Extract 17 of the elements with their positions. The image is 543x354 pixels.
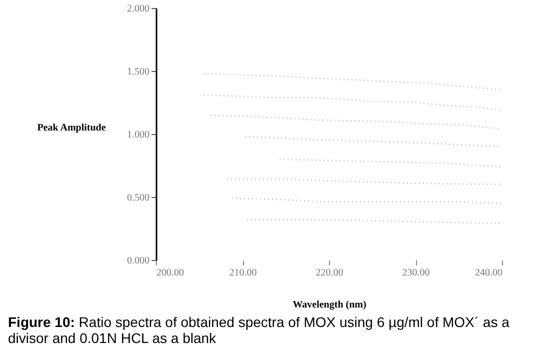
x-tick-label: 210.00: [229, 268, 257, 278]
x-axis-title: Wavelength (nm): [292, 300, 366, 310]
y-tick-label: 0.000: [127, 256, 150, 266]
x-tick-label: 230.00: [402, 268, 430, 278]
y-tick-label: 1.500: [127, 66, 150, 78]
line-series: [210, 114, 502, 130]
y-tick-label: 2.000: [127, 4, 150, 14]
y-tick-label: 1.000: [127, 130, 150, 140]
x-tick-label: 240.00: [475, 268, 502, 278]
x-tick-label: 200.00: [156, 268, 184, 278]
y-axis-title: Peak Amplitude: [37, 122, 106, 134]
line-series: [278, 158, 502, 168]
caption: Figure 10: Ratio spectra of obtained spectra of MOX using 6 µg/ml of MOX´ as a divisor and 0.01N HCL as a blank: [8, 314, 510, 346]
y-tick-label: 0.500: [127, 192, 150, 204]
x-tick-label: 220.00: [316, 268, 344, 278]
line-series: [202, 72, 502, 91]
line-series: [202, 94, 502, 111]
